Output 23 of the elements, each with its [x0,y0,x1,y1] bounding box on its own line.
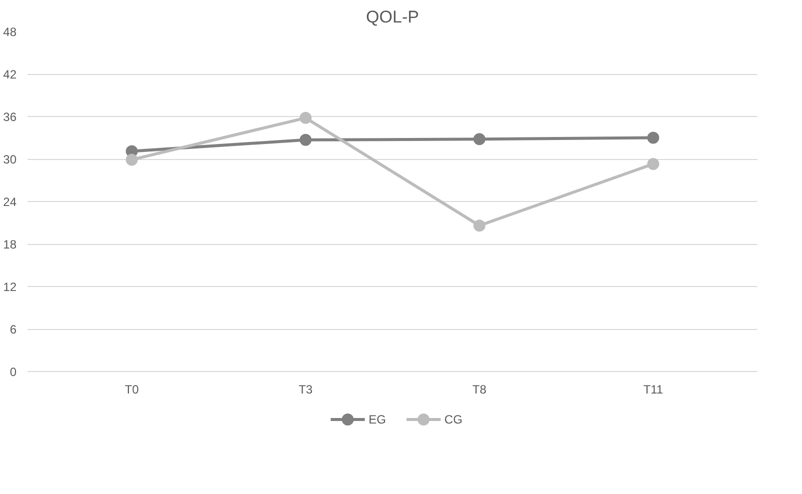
y-tick-label: 6 [10,322,17,336]
y-tick-label: 36 [3,110,17,124]
y-tick-label: 18 [3,238,17,252]
y-tick-label: 12 [3,280,17,294]
point [126,154,138,166]
point [473,133,486,146]
y-tick-label: 0 [10,365,17,379]
legend-label: EG [368,412,386,426]
point [647,132,660,144]
x-tick-label: T8 [472,382,487,396]
point [300,134,312,146]
legend-label: CG [444,412,462,426]
y-tick-label: 24 [3,195,17,209]
x-tick-label: T0 [124,382,140,396]
point [300,112,312,124]
y-tick-label: 48 [3,25,17,39]
y-tick-label: 42 [3,68,17,82]
chart-title: QOL-P [366,8,419,26]
x-tick-label: T3 [298,382,313,396]
point [647,158,660,170]
y-tick-label: 30 [3,152,17,166]
x-tick-label: T11 [643,382,664,396]
point [473,220,486,232]
